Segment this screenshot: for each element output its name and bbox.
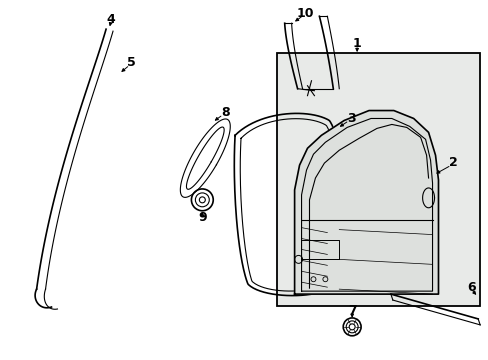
Text: 9: 9 [198,211,206,224]
Text: 4: 4 [106,13,115,26]
Text: 8: 8 [221,106,229,119]
Text: 5: 5 [126,57,135,69]
Text: 2: 2 [448,156,457,168]
Text: 7: 7 [347,305,356,318]
Text: 6: 6 [466,281,474,294]
Text: 1: 1 [352,37,361,50]
Polygon shape [294,111,438,294]
Text: 3: 3 [346,112,355,125]
Text: 10: 10 [296,7,314,20]
Bar [276,53,479,306]
